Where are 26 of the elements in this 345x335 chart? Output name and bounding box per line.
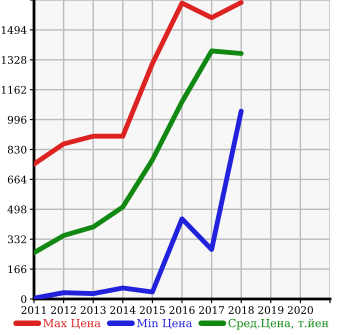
x-tick-label: 2017 (199, 306, 224, 314)
y-tick-label: 664 (8, 176, 27, 184)
legend-label: Max Цена (43, 319, 101, 329)
y-tick-label: 1494 (2, 26, 27, 34)
y-tick-label: 830 (8, 146, 26, 154)
x-tick-label: 2018 (228, 306, 254, 314)
y-tick-label: 1162 (2, 86, 26, 94)
line-series (34, 48, 244, 256)
x-tick-label: 2020 (288, 306, 313, 314)
line-series (34, 108, 244, 299)
y-tick-label: 996 (8, 116, 26, 124)
x-tick-label: 2011 (21, 306, 46, 314)
x-tick-label: 2014 (110, 306, 136, 314)
legend-label: Сред.Цена, т.йен (228, 318, 328, 330)
y-tick-label: 332 (8, 235, 26, 244)
legend-label: Min Цена (136, 318, 192, 329)
y-tick-label: 0 (21, 295, 26, 304)
y-tick-label: 1328 (2, 56, 26, 64)
y-tick-label: 166 (8, 265, 26, 274)
x-tick-label: 2013 (80, 306, 106, 314)
line-series (34, 0, 244, 167)
x-tick-label: 2015 (140, 306, 165, 314)
y-tick-label: 498 (7, 206, 26, 214)
x-tick-label: 2019 (258, 306, 284, 314)
x-tick-label: 2016 (169, 306, 195, 314)
x-tick-label: 2012 (51, 306, 76, 314)
